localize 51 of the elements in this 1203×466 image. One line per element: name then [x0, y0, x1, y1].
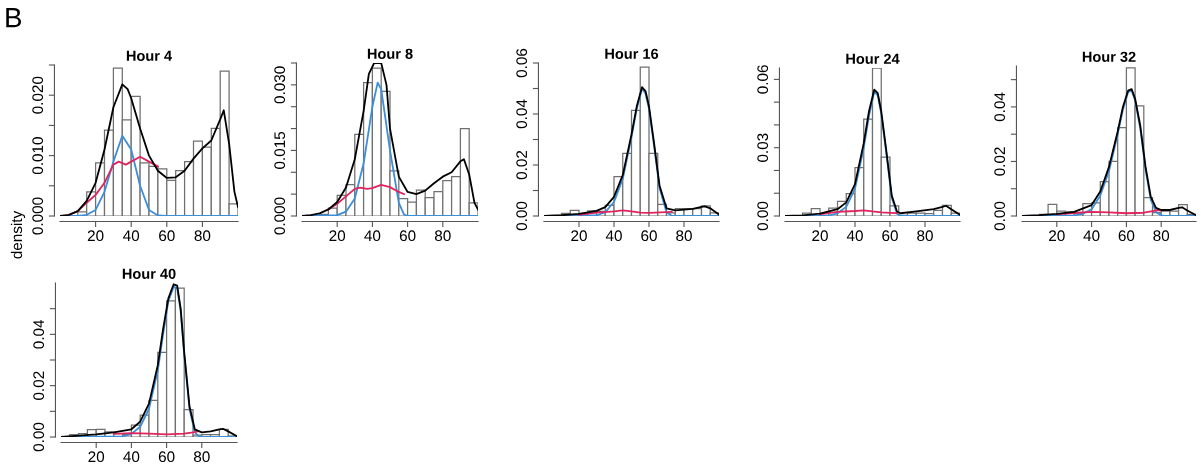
chart-title: Hour 24 [846, 53, 900, 64]
chart-title: Hour 4 [126, 50, 173, 61]
x-tick-label: 40 [605, 230, 622, 242]
x-tick-label: 60 [399, 230, 416, 242]
x-tick-label: 60 [1118, 230, 1135, 242]
x-tick-label: 40 [123, 451, 140, 463]
y-tick-label: 0.03 [757, 133, 769, 162]
y-tick-label: 0.000 [274, 197, 286, 235]
chart-title: Hour 8 [367, 48, 413, 59]
y-tick-label: 0.00 [757, 201, 769, 231]
x-tick-label: 20 [571, 230, 587, 242]
x-tick-label: 60 [641, 230, 657, 242]
chart-title: Hour 32 [1082, 51, 1136, 62]
y-tick-label: 0.02 [994, 147, 1006, 176]
y-tick-label: 0.015 [274, 131, 286, 169]
x-tick-label: 20 [812, 230, 828, 242]
y-tick-label: 0.00 [516, 201, 528, 231]
x-tick-label: 80 [676, 230, 692, 242]
y-tick-label: 0.02 [33, 371, 45, 400]
x-tick-label: 20 [1049, 230, 1065, 242]
y-tick-label: 0.04 [994, 92, 1006, 122]
x-tick-label: 20 [329, 230, 346, 242]
y-axis-title: density [10, 210, 26, 259]
y-tick-label: 0.00 [33, 422, 45, 452]
x-tick-label: 60 [159, 230, 175, 242]
y-tick-label: 0.020 [32, 76, 44, 114]
y-tick-label: 0.04 [516, 99, 528, 129]
chart-title: Hour 40 [122, 268, 176, 279]
x-tick-label: 80 [193, 451, 210, 463]
y-tick-label: 0.000 [32, 197, 44, 235]
x-tick-label: 40 [123, 230, 140, 242]
y-tick-label: 0.010 [32, 137, 44, 175]
x-tick-label: 20 [87, 230, 104, 242]
y-tick-label: 0.04 [33, 319, 45, 349]
text: B [6, 8, 22, 28]
x-tick-label: 80 [194, 230, 211, 242]
x-tick-label: 40 [1083, 230, 1100, 242]
x-tick-label: 40 [846, 230, 863, 242]
y-tick-label: 0.02 [516, 150, 528, 180]
x-tick-label: 60 [158, 451, 175, 463]
y-tick-label: 0.06 [757, 65, 769, 94]
x-tick-label: 80 [434, 230, 451, 242]
x-tick-label: 20 [88, 451, 105, 463]
x-tick-label: 40 [364, 230, 381, 242]
x-tick-label: 80 [917, 230, 933, 242]
x-tick-label: 60 [882, 230, 898, 242]
x-tick-label: 80 [1153, 230, 1170, 242]
chart-title: Hour 16 [605, 48, 659, 59]
y-tick-label: 0.00 [994, 201, 1006, 231]
y-tick-label: 0.030 [274, 66, 286, 104]
y-tick-label: 0.06 [516, 48, 528, 78]
